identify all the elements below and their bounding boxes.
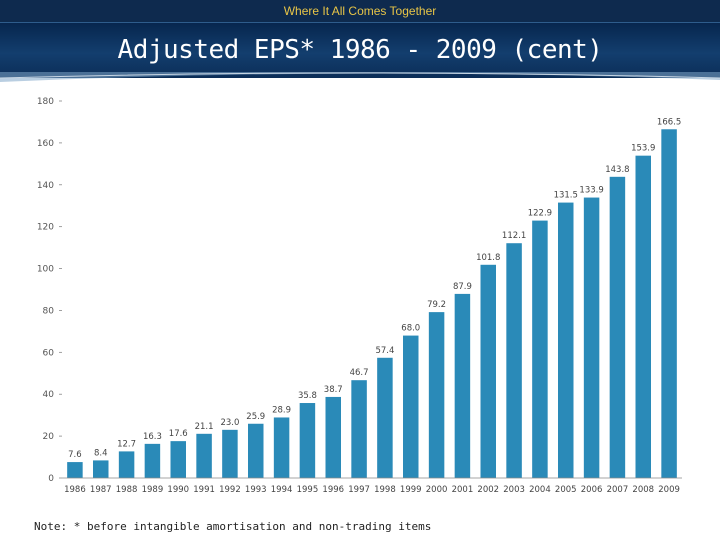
bar bbox=[325, 396, 341, 478]
data-label: 122.9 bbox=[528, 209, 552, 219]
y-tick-label: 120 bbox=[37, 223, 54, 233]
data-label: 16.3 bbox=[143, 432, 162, 442]
data-labels: 7.6 8.4 12.7 16.3 17.6 21.1 23.0 25.9 28.9 35.8 38… bbox=[68, 117, 681, 460]
y-tick-label: 60 bbox=[43, 348, 55, 358]
bar bbox=[506, 243, 522, 478]
data-label: 112.1 bbox=[502, 231, 526, 241]
x-tick-label: 1994 bbox=[271, 485, 293, 495]
title-header: Adjusted EPS* 1986 - 2009 (cent) bbox=[0, 23, 720, 78]
data-label: 131.5 bbox=[554, 191, 578, 201]
x-tick-label: 1987 bbox=[90, 485, 112, 495]
bar bbox=[170, 441, 186, 478]
bar bbox=[480, 264, 496, 478]
page-title: Adjusted EPS* 1986 - 2009 (cent) bbox=[117, 35, 603, 65]
bar bbox=[583, 197, 600, 478]
bar bbox=[248, 423, 264, 478]
x-tick-label: 2007 bbox=[607, 485, 629, 495]
bar bbox=[454, 293, 471, 478]
bar bbox=[558, 202, 574, 478]
data-label: 79.2 bbox=[427, 300, 446, 310]
y-tick-label: 0 bbox=[48, 474, 54, 484]
x-tick-label: 1992 bbox=[219, 485, 241, 495]
bar bbox=[635, 155, 651, 478]
x-tick-label: 1990 bbox=[167, 485, 189, 495]
x-tick-label: 1995 bbox=[297, 485, 319, 495]
x-tick-label: 1986 bbox=[64, 485, 86, 495]
x-tick-label: 2003 bbox=[503, 485, 525, 495]
y-tick-label: 140 bbox=[37, 181, 54, 191]
data-label: 166.5 bbox=[657, 117, 681, 127]
data-label: 21.1 bbox=[195, 422, 214, 432]
bar bbox=[196, 433, 212, 478]
y-tick-label: 160 bbox=[37, 139, 54, 149]
x-tick-label: 1993 bbox=[245, 485, 267, 495]
data-label: 28.9 bbox=[272, 405, 291, 415]
x-tick-label: 2000 bbox=[426, 485, 448, 495]
bar bbox=[609, 176, 626, 478]
data-label: 23.0 bbox=[220, 418, 239, 428]
bar bbox=[403, 335, 419, 478]
x-tick-label: 1998 bbox=[374, 485, 396, 495]
data-label: 57.4 bbox=[375, 346, 394, 356]
bar bbox=[532, 220, 548, 478]
bar bbox=[377, 357, 393, 478]
data-label: 8.4 bbox=[94, 448, 108, 458]
bar bbox=[67, 462, 83, 478]
data-label: 25.9 bbox=[246, 412, 265, 422]
bar bbox=[222, 429, 238, 478]
bar-series bbox=[67, 129, 677, 478]
bar bbox=[428, 312, 445, 478]
data-label: 46.7 bbox=[350, 368, 369, 378]
header-swoosh bbox=[0, 72, 720, 82]
data-label: 133.9 bbox=[579, 186, 603, 196]
bar bbox=[661, 129, 677, 478]
x-tick-label: 2002 bbox=[477, 485, 499, 495]
x-tick-label: 1999 bbox=[400, 485, 422, 495]
x-tick-label: 2006 bbox=[581, 485, 603, 495]
data-label: 12.7 bbox=[117, 439, 136, 449]
bar bbox=[144, 443, 161, 478]
x-tick-label: 2008 bbox=[632, 485, 654, 495]
x-tick-label: 1988 bbox=[116, 485, 138, 495]
bar bbox=[118, 451, 135, 478]
data-label: 17.6 bbox=[169, 429, 188, 439]
footnote: Note: * before intangible amortisation a… bbox=[34, 520, 432, 533]
y-tick-label: 180 bbox=[37, 97, 54, 107]
x-tick-label: 1991 bbox=[193, 485, 215, 495]
tagline: Where It All Comes Together bbox=[283, 4, 437, 18]
bar bbox=[351, 380, 367, 478]
data-label: 38.7 bbox=[324, 385, 343, 395]
y-tick-label: 100 bbox=[37, 265, 54, 275]
top-banner: Where It All Comes Together bbox=[0, 0, 720, 23]
x-tick-label: 1989 bbox=[142, 485, 164, 495]
data-label: 101.8 bbox=[476, 253, 500, 263]
bar bbox=[273, 417, 290, 478]
x-tick-label: 2001 bbox=[452, 485, 474, 495]
data-label: 35.8 bbox=[298, 391, 317, 401]
y-tick-label: 40 bbox=[43, 390, 55, 400]
y-tick-label: 80 bbox=[43, 306, 55, 316]
y-tick-label: 20 bbox=[43, 432, 55, 442]
eps-bar-chart: 0 20 40 60 80 100 120 140 160 180 7.6 8.4 12.7 16.3 1… bbox=[37, 97, 682, 495]
data-label: 153.9 bbox=[631, 144, 655, 154]
x-tick-label: 1996 bbox=[322, 485, 344, 495]
x-tick-label: 2004 bbox=[529, 485, 551, 495]
data-label: 68.0 bbox=[401, 324, 420, 334]
x-tick-label: 1997 bbox=[348, 485, 370, 495]
data-label: 87.9 bbox=[453, 282, 472, 292]
x-axis: 1986 1987 1988 1989 1990 1991 1992 1993 1994 1995… bbox=[62, 477, 682, 495]
y-axis: 0 20 40 60 80 100 120 140 160 180 bbox=[37, 97, 62, 484]
data-label: 7.6 bbox=[68, 450, 82, 460]
x-tick-label: 2005 bbox=[555, 485, 577, 495]
x-tick-label: 2009 bbox=[658, 485, 680, 495]
data-label: 143.8 bbox=[605, 165, 629, 175]
bar bbox=[93, 460, 109, 478]
bar bbox=[299, 403, 316, 478]
